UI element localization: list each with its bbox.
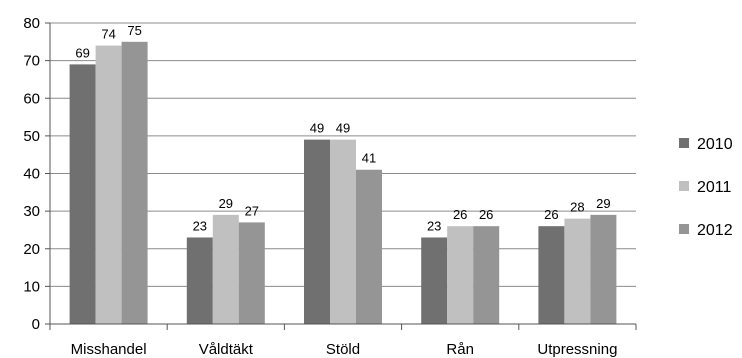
y-tick-label: 40: [23, 166, 40, 183]
data-labels: 69 74 75 23 29 27 49 49 41 23 26 26 26 28 29: [75, 23, 610, 234]
bar-2010-utpressning: [538, 226, 565, 324]
bars: [69, 41, 617, 324]
bar-2011-rån: [447, 226, 474, 324]
y-tick-label: 70: [23, 53, 40, 70]
y-tick-label: 30: [23, 203, 40, 220]
bar-2010-stöld: [304, 139, 330, 324]
x-category-label: Rån: [446, 341, 474, 358]
x-category-label: Misshandel: [71, 341, 147, 358]
data-label: 27: [245, 203, 259, 218]
y-axis: 0 10 20 30 40 50 60 70 80: [23, 15, 51, 333]
data-label: 28: [570, 200, 584, 215]
data-label: 69: [75, 45, 89, 60]
y-tick-label: 80: [23, 15, 40, 32]
data-label: 49: [310, 121, 324, 136]
bar-2010-misshandel: [69, 64, 96, 324]
data-label: 49: [336, 121, 350, 136]
data-label: 29: [219, 196, 233, 211]
bar-2012-rån: [473, 226, 500, 324]
bar-2010-rån: [421, 237, 448, 324]
legend-swatch: [679, 224, 689, 234]
bar-2012-misshandel: [121, 41, 148, 324]
y-tick-label: 20: [23, 241, 40, 258]
legend-swatch: [679, 181, 689, 191]
legend-swatch: [679, 138, 689, 148]
x-category-label: Utpressning: [537, 341, 617, 358]
y-tick-label: 60: [23, 90, 40, 107]
x-category-label: Våldtäkt: [199, 341, 254, 358]
legend-label: 2010: [697, 136, 733, 153]
bar-2011-stöld: [330, 139, 356, 324]
legend-label: 2011: [697, 179, 732, 196]
data-label: 29: [596, 196, 610, 211]
legend: 2010 2011 2012: [679, 136, 733, 239]
data-label: 74: [101, 27, 115, 42]
bar-2012-stöld: [356, 169, 382, 324]
bar-2011-utpressning: [564, 218, 591, 324]
bar-2011-våldtäkt: [212, 214, 239, 324]
y-tick-label: 0: [32, 316, 40, 333]
data-label: 26: [453, 207, 467, 222]
data-label: 75: [127, 23, 141, 38]
bar-2012-utpressning: [590, 214, 617, 324]
data-label: 23: [193, 218, 207, 233]
bar-2011-misshandel: [95, 45, 122, 324]
data-label: 41: [362, 151, 376, 166]
y-tick-label: 10: [23, 278, 40, 295]
bar-2010-våldtäkt: [186, 237, 213, 324]
data-label: 26: [479, 207, 493, 222]
x-axis: Misshandel Våldtäkt Stöld Rån Utpressning: [49, 323, 637, 358]
y-tick-label: 50: [23, 128, 40, 145]
x-category-label: Stöld: [326, 341, 360, 358]
legend-label: 2012: [697, 222, 733, 239]
data-label: 26: [544, 207, 558, 222]
bar-2012-våldtäkt: [238, 222, 265, 324]
data-label: 23: [427, 218, 441, 233]
